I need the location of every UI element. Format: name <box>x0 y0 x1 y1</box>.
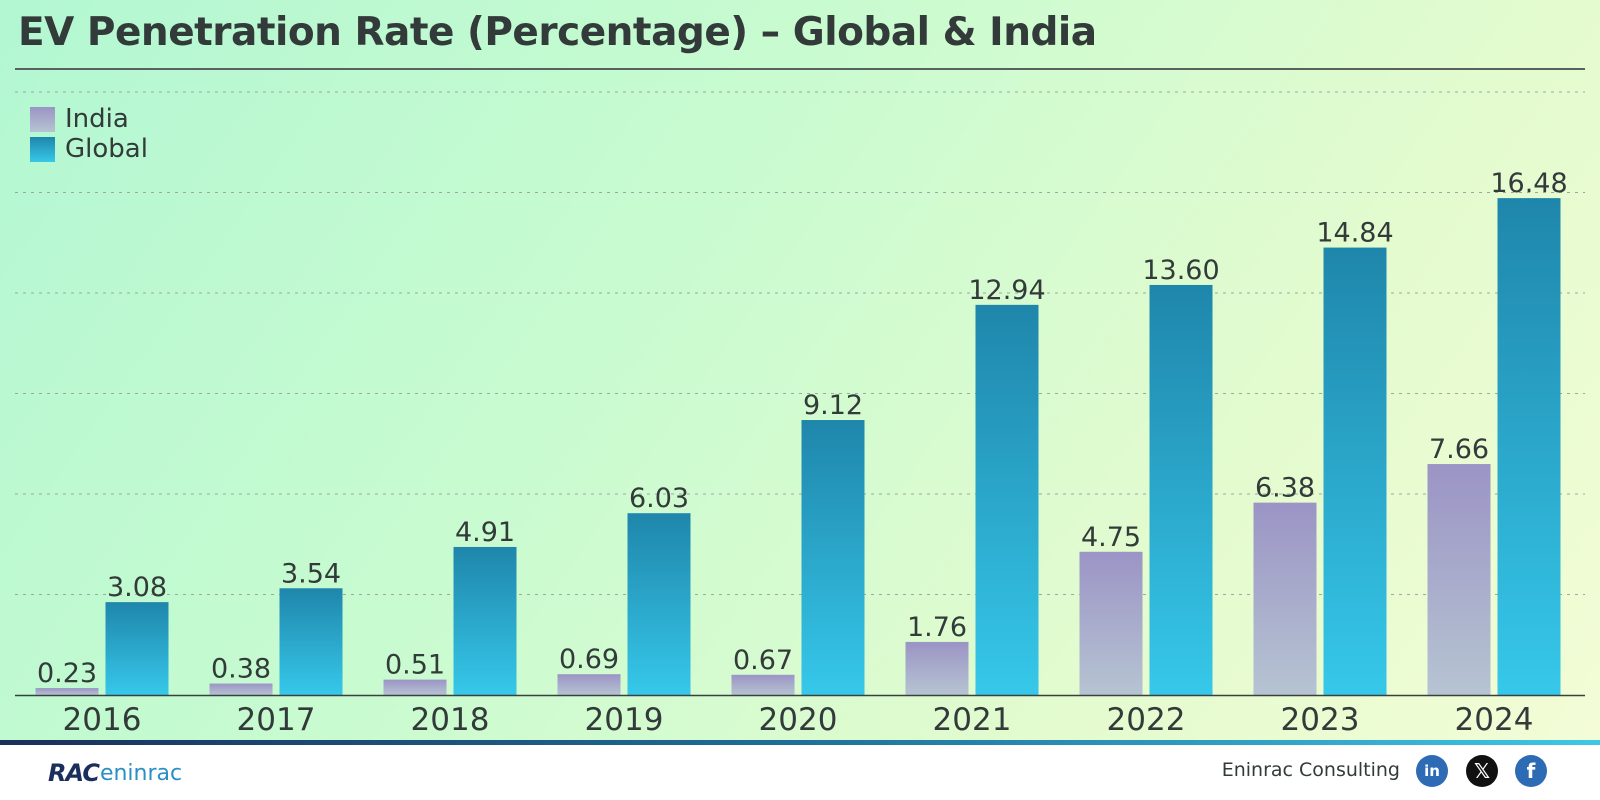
legend-label-global: Global <box>65 134 148 164</box>
data-label-india-2020: 0.67 <box>733 645 793 676</box>
bars <box>35 198 1561 696</box>
data-label-india-2018: 0.51 <box>385 650 445 681</box>
company-logo[interactable]: RAC eninrac <box>48 757 182 789</box>
x-tick-label-2024: 2024 <box>1455 702 1534 738</box>
x-tick-label-2023: 2023 <box>1281 702 1360 738</box>
bar-india-2020 <box>731 674 795 695</box>
legend-item-global: Global <box>30 134 148 164</box>
bar-global-2019 <box>627 513 691 695</box>
gridlines <box>15 91 1585 595</box>
bar-global-2022 <box>1149 284 1213 695</box>
logo-mark: RAC <box>48 759 100 787</box>
footer-stripe <box>0 740 1600 745</box>
x-tick-label-2016: 2016 <box>63 702 142 738</box>
legend-item-india: India <box>30 104 148 134</box>
facebook-icon[interactable]: f <box>1515 755 1547 787</box>
bar-global-2024 <box>1497 198 1561 696</box>
x-tick-label-2022: 2022 <box>1107 702 1186 738</box>
x-icon[interactable]: 𝕏 <box>1466 755 1498 787</box>
legend-swatch-india <box>30 106 55 132</box>
legend-label-india: India <box>65 104 129 134</box>
bar-chart: 0.23 3.08 0.38 3.54 0.51 4.91 0.69 6.03 0.67 9.12… <box>15 91 1585 738</box>
data-label-global-2022: 13.60 <box>1142 255 1219 286</box>
bar-india-2023 <box>1253 502 1317 695</box>
bar-india-2016 <box>35 688 99 695</box>
data-label-india-2024: 7.66 <box>1429 434 1489 465</box>
value-labels: 0.23 3.08 0.38 3.54 0.51 4.91 0.69 6.03 0.67 9.12… <box>37 168 1568 689</box>
data-label-global-2018: 4.91 <box>455 517 515 548</box>
data-label-global-2019: 6.03 <box>629 483 689 514</box>
logo-wordmark: eninrac <box>99 760 183 786</box>
bar-global-2017 <box>279 588 343 695</box>
linkedin-icon[interactable]: in <box>1416 755 1448 787</box>
company-name: Eninrac Consulting <box>1221 759 1400 781</box>
x-tick-labels: 2016 2017 2018 2019 2020 2021 2022 2023 2024 <box>63 702 1534 738</box>
x-tick-label-2020: 2020 <box>759 702 838 738</box>
data-label-global-2021: 12.94 <box>968 275 1045 306</box>
data-label-india-2016: 0.23 <box>37 658 97 689</box>
data-label-global-2016: 3.08 <box>107 572 167 603</box>
x-tick-label-2019: 2019 <box>585 702 664 738</box>
bar-india-2024 <box>1427 464 1491 695</box>
bar-global-2023 <box>1323 247 1387 695</box>
data-label-india-2023: 6.38 <box>1255 473 1315 504</box>
x-tick-label-2021: 2021 <box>933 702 1012 738</box>
legend-swatch-global <box>30 136 55 162</box>
bar-global-2018 <box>453 546 517 695</box>
x-tick-label-2018: 2018 <box>411 702 490 738</box>
data-label-india-2022: 4.75 <box>1081 522 1141 553</box>
x-tick-label-2017: 2017 <box>237 702 316 738</box>
bar-global-2020 <box>801 420 865 695</box>
bar-global-2021 <box>975 304 1039 695</box>
bar-india-2021 <box>905 641 969 695</box>
bar-india-2017 <box>209 683 273 695</box>
footer: RAC eninrac Eninrac Consulting in 𝕏 f <box>0 745 1600 800</box>
chart-panel: EV Penetration Rate (Percentage) – Globa… <box>0 0 1600 740</box>
bar-india-2018 <box>383 679 447 695</box>
data-label-india-2019: 0.69 <box>559 644 619 675</box>
bar-india-2022 <box>1079 551 1143 695</box>
legend: India Global <box>30 104 148 164</box>
data-label-global-2020: 9.12 <box>803 390 863 421</box>
data-label-global-2024: 16.48 <box>1490 168 1567 199</box>
data-label-global-2017: 3.54 <box>281 558 341 589</box>
data-label-global-2023: 14.84 <box>1316 218 1393 249</box>
page-title: EV Penetration Rate (Percentage) – Globa… <box>18 10 1097 55</box>
bar-india-2019 <box>557 674 621 695</box>
title-divider <box>15 68 1585 70</box>
data-label-india-2017: 0.38 <box>211 654 271 685</box>
data-label-india-2021: 1.76 <box>907 612 967 643</box>
bar-global-2016 <box>105 602 169 695</box>
